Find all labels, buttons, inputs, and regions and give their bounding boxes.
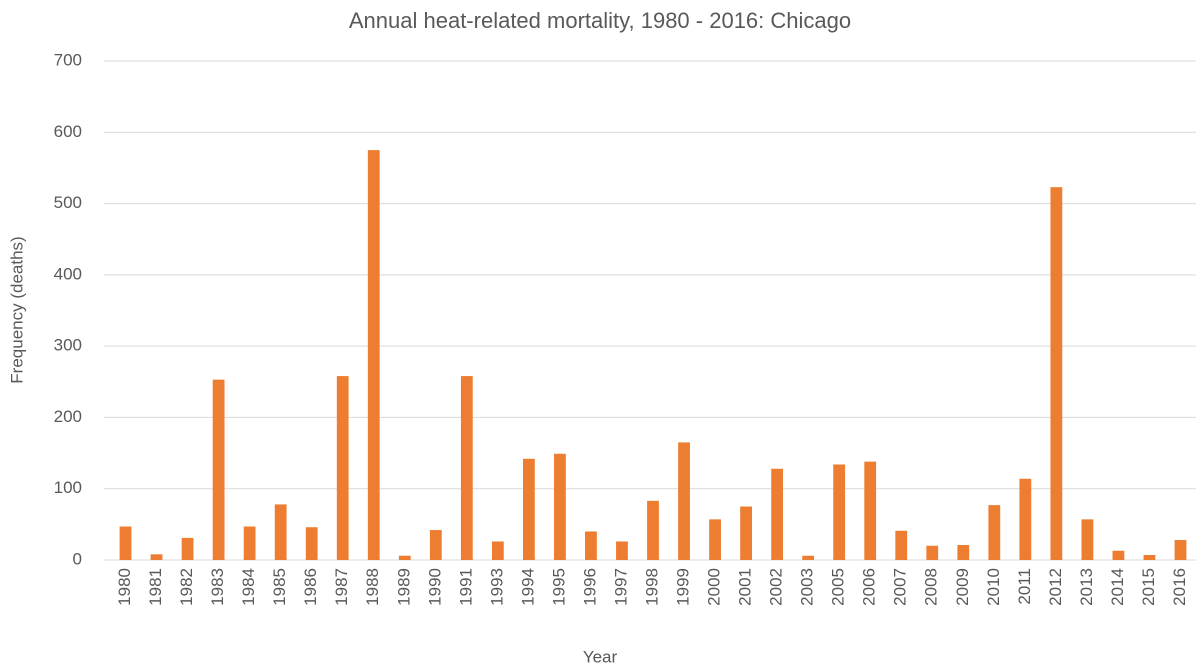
bar — [274, 504, 287, 560]
bar — [398, 555, 411, 560]
x-tick-label: 1989 — [394, 568, 413, 606]
bar — [1112, 550, 1125, 560]
bar — [367, 150, 380, 560]
bar — [1081, 519, 1094, 560]
x-tick-label: 1994 — [518, 568, 537, 606]
x-tick-label: 2011 — [1015, 568, 1034, 605]
x-tick-label: 2015 — [1139, 568, 1158, 606]
bar — [212, 379, 225, 560]
bar — [554, 453, 566, 560]
x-tick-label: 2009 — [953, 568, 972, 606]
bar — [119, 526, 132, 560]
x-tick-label: 2001 — [736, 568, 755, 606]
bar — [771, 468, 784, 560]
bar — [1050, 187, 1063, 560]
x-tick-label: 2005 — [829, 568, 848, 606]
bar — [181, 537, 194, 560]
bar — [678, 442, 690, 560]
x-tick-label: 2003 — [798, 568, 817, 606]
bar — [988, 505, 1001, 560]
x-tick-label: 2013 — [1077, 568, 1096, 606]
bar — [585, 531, 597, 560]
y-tick-label: 100 — [54, 478, 82, 497]
bar — [740, 506, 752, 560]
y-tick-label: 600 — [54, 122, 82, 141]
bar — [243, 526, 256, 560]
x-tick-label: 2014 — [1108, 568, 1127, 606]
x-tick-label: 2016 — [1170, 568, 1189, 606]
bar — [1019, 478, 1032, 560]
x-tick-label: 1986 — [301, 568, 320, 606]
bar — [709, 519, 721, 560]
bar — [1143, 555, 1156, 560]
x-tick-label: 1984 — [239, 568, 258, 606]
bar — [647, 500, 659, 560]
x-axis-title: Year — [583, 647, 618, 666]
x-tick-label: 1996 — [580, 568, 599, 606]
x-tick-label: 2007 — [891, 568, 910, 606]
bar — [305, 527, 318, 560]
x-tick-label: 1991 — [456, 568, 475, 606]
chart-title: Annual heat-related mortality, 1980 - 20… — [349, 8, 851, 33]
bar — [460, 376, 473, 560]
bar — [802, 555, 815, 560]
x-tick-label: 1995 — [549, 568, 568, 606]
bar — [833, 464, 846, 560]
x-tick-label: 1993 — [487, 568, 506, 606]
x-tick-label: 1981 — [146, 568, 165, 606]
bar — [616, 541, 628, 560]
y-axis-title: Frequency (deaths) — [7, 236, 26, 383]
y-tick-label: 200 — [54, 407, 82, 426]
y-tick-label: 500 — [54, 193, 82, 212]
bar — [926, 545, 939, 560]
x-tick-label: 1997 — [611, 568, 630, 606]
bar — [491, 541, 504, 560]
bar — [1174, 540, 1187, 560]
x-tick-label: 2002 — [767, 568, 786, 606]
x-tick-label: 2012 — [1046, 568, 1065, 606]
bar — [150, 554, 163, 560]
y-tick-label: 0 — [73, 549, 82, 568]
x-tick-label: 1999 — [674, 568, 693, 606]
x-tick-label: 2008 — [922, 568, 941, 606]
x-tick-label: 1988 — [363, 568, 382, 606]
bar — [429, 530, 442, 560]
bar — [864, 461, 877, 560]
bar — [336, 376, 349, 560]
x-tick-label: 1983 — [208, 568, 227, 606]
bar — [895, 530, 908, 560]
y-tick-label: 700 — [54, 50, 82, 69]
bar — [522, 458, 535, 560]
x-tick-label: 1982 — [177, 568, 196, 606]
y-tick-label: 300 — [54, 336, 82, 355]
x-tick-label: 2010 — [984, 568, 1003, 606]
x-tick-label: 2006 — [860, 568, 879, 606]
x-tick-label: 1990 — [425, 568, 444, 606]
x-tick-label: 1985 — [270, 568, 289, 606]
x-tick-label: 1980 — [115, 568, 134, 606]
y-tick-label: 400 — [54, 264, 82, 283]
bar — [957, 545, 970, 560]
x-tick-label: 1998 — [642, 568, 661, 606]
x-tick-label: 2000 — [705, 568, 724, 606]
x-tick-label: 1987 — [332, 568, 351, 606]
